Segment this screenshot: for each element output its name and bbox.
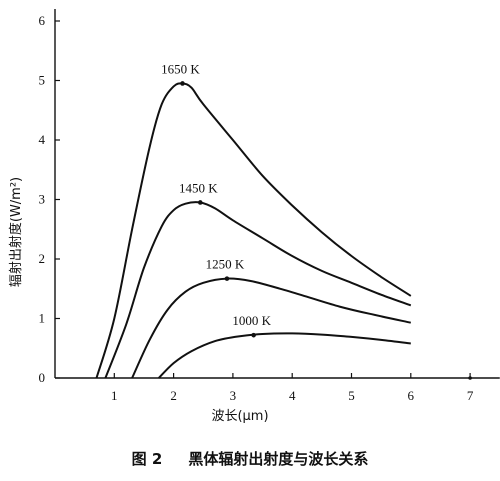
x-tick-label: 1 bbox=[111, 388, 118, 403]
peak-markers bbox=[180, 81, 472, 380]
figure-title: 黑体辐射出射度与波长关系 bbox=[188, 450, 369, 468]
x-tick-label: 2 bbox=[170, 388, 177, 403]
series-labels: 1650 K 1450 K 1250 K 1000 K bbox=[161, 61, 271, 328]
y-tick-label: 1 bbox=[39, 311, 46, 326]
y-axis-ticks: 0 1 2 3 4 5 6 bbox=[39, 13, 60, 385]
peak-point bbox=[197, 200, 203, 205]
y-tick-label: 4 bbox=[39, 132, 46, 147]
axes bbox=[54, 9, 500, 379]
x-tick-label: 5 bbox=[348, 388, 355, 403]
y-axis-title: 辐射出射度(W/m²) bbox=[8, 177, 24, 287]
x-tick-label: 3 bbox=[230, 388, 237, 403]
peak-point bbox=[224, 276, 230, 281]
y-tick-label: 0 bbox=[39, 370, 46, 385]
peak-point bbox=[251, 332, 256, 338]
peak-point bbox=[180, 81, 185, 86]
series-line bbox=[104, 201, 412, 379]
y-tick-label: 5 bbox=[39, 73, 46, 88]
x-axis-title: 波长(μm) bbox=[211, 409, 268, 424]
series-line bbox=[95, 82, 412, 379]
series-label: 1000 K bbox=[232, 313, 271, 328]
series-curves bbox=[95, 82, 412, 379]
series-line bbox=[131, 277, 412, 379]
y-tick-label: 6 bbox=[39, 13, 46, 28]
series-label: 1450 K bbox=[179, 180, 218, 195]
x-tick-label: 7 bbox=[467, 388, 474, 403]
y-tick-label: 2 bbox=[39, 251, 46, 266]
series-line bbox=[158, 332, 411, 379]
axis-dot bbox=[468, 376, 472, 380]
x-axis-ticks: 1 2 3 4 5 6 7 bbox=[111, 373, 474, 403]
radiance-wavelength-chart: 0 1 2 3 4 5 6 1 2 3 4 5 6 7 1650 K 1450 K 1250 K 1000 K… bbox=[8, 9, 500, 424]
y-tick-label: 3 bbox=[39, 192, 46, 207]
figure-number: 图 2 bbox=[131, 450, 163, 468]
series-label: 1650 K bbox=[161, 61, 200, 76]
figure-caption: 图 2 黑体辐射出射度与波长关系 bbox=[0, 448, 500, 469]
x-tick-label: 4 bbox=[289, 388, 296, 403]
x-tick-label: 6 bbox=[408, 388, 415, 403]
series-label: 1250 K bbox=[206, 257, 245, 272]
